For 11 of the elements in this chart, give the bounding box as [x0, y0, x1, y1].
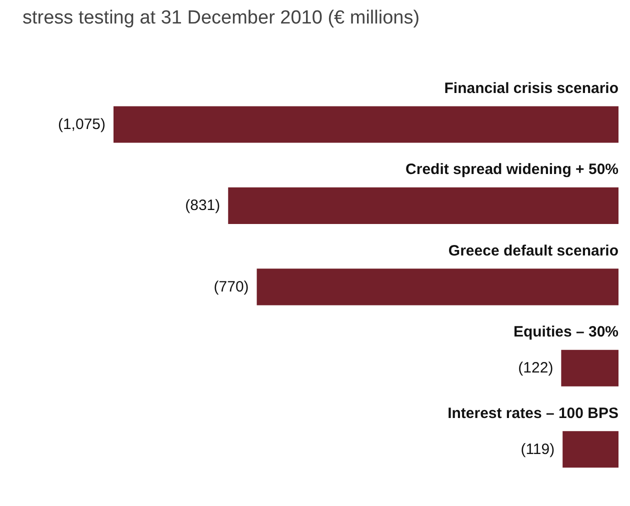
data-label: (119): [520, 440, 555, 458]
chart-title: stress testing at 31 December 2010 (€ millions): [22, 8, 420, 28]
y-tick-label: Greece default scenario: [448, 242, 618, 260]
y-tick-label: Interest rates – 100 BPS: [448, 404, 619, 422]
data-label: (1,075): [58, 116, 106, 133]
y-tick-label: Financial crisis scenario: [444, 80, 619, 97]
data-label: (831): [185, 197, 220, 214]
data-label: (770): [214, 278, 249, 296]
data-label: (122): [518, 360, 554, 377]
y-tick-label: Credit spread widening + 50%: [406, 161, 619, 178]
y-tick-label: Equities – 30%: [513, 324, 619, 341]
